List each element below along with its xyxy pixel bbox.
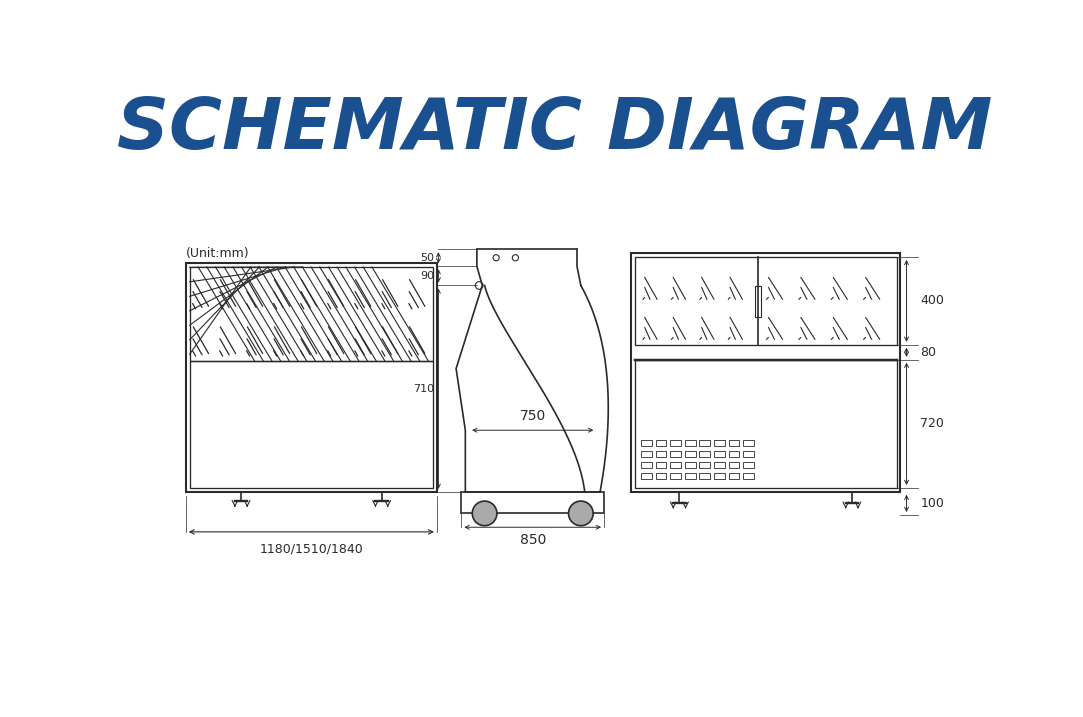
Bar	[743, 440, 754, 447]
Bar	[655, 440, 666, 447]
Bar	[714, 462, 725, 468]
Text: SCHEMATIC DIAGRAM: SCHEMATIC DIAGRAM	[117, 95, 992, 164]
Bar	[729, 473, 740, 479]
Bar	[700, 451, 710, 457]
Bar	[714, 440, 725, 447]
Bar	[714, 473, 725, 479]
Bar	[670, 440, 681, 447]
Bar	[461, 492, 604, 513]
Bar	[641, 462, 652, 468]
Bar	[635, 257, 897, 345]
Bar	[700, 440, 710, 447]
Bar	[655, 462, 666, 468]
Bar	[700, 462, 710, 468]
Text: 100: 100	[921, 497, 944, 510]
Text: 720: 720	[921, 417, 944, 430]
Bar	[641, 473, 652, 479]
Bar	[186, 263, 436, 492]
Circle shape	[569, 501, 593, 526]
Text: 1180/1510/1840: 1180/1510/1840	[260, 543, 363, 556]
Text: 400: 400	[921, 295, 944, 308]
Bar	[729, 440, 740, 447]
Bar	[670, 473, 681, 479]
Bar	[641, 440, 652, 447]
Bar	[729, 462, 740, 468]
Bar	[655, 473, 666, 479]
Bar	[655, 451, 666, 457]
Bar	[729, 451, 740, 457]
Bar	[755, 286, 761, 317]
Text: 50: 50	[420, 253, 434, 262]
Bar	[700, 473, 710, 479]
Text: 710: 710	[414, 384, 434, 394]
Bar	[190, 267, 433, 361]
Bar	[190, 361, 433, 488]
Bar	[684, 440, 695, 447]
Circle shape	[472, 501, 497, 526]
Bar	[684, 451, 695, 457]
Bar	[684, 462, 695, 468]
Bar	[684, 473, 695, 479]
Text: 750: 750	[520, 409, 546, 422]
Bar	[670, 462, 681, 468]
Bar	[714, 451, 725, 457]
Text: 850: 850	[520, 533, 546, 547]
Bar	[641, 451, 652, 457]
Bar	[635, 360, 897, 488]
Text: 90: 90	[420, 271, 434, 281]
Bar	[631, 253, 900, 492]
Text: 80: 80	[921, 346, 937, 358]
Bar	[743, 462, 754, 468]
Bar	[743, 451, 754, 457]
Bar	[743, 473, 754, 479]
Bar	[670, 451, 681, 457]
Text: (Unit:mm): (Unit:mm)	[186, 247, 249, 260]
